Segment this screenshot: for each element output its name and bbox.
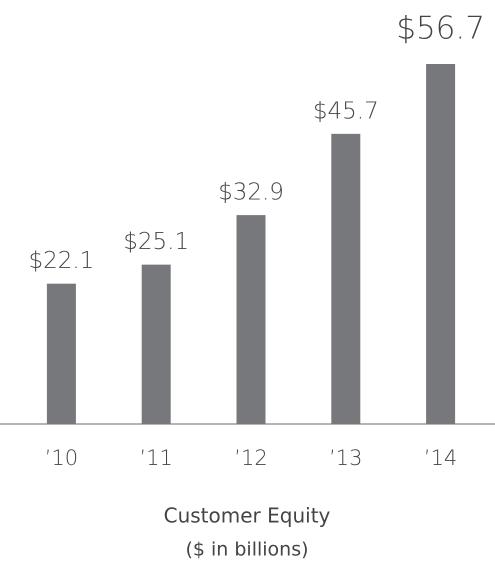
chart-title: Customer Equity	[164, 504, 331, 528]
x-tick-label: ’11	[139, 446, 172, 470]
bar	[331, 133, 361, 425]
bar	[426, 64, 456, 424]
chart-subtitle: ($ in billions)	[185, 539, 308, 561]
value-label: $45.7	[313, 98, 379, 124]
x-tick-label: ’10	[45, 446, 78, 470]
bar	[46, 283, 76, 424]
bar	[141, 264, 171, 424]
bar	[236, 215, 266, 424]
value-label: $56.7	[396, 11, 485, 47]
value-label: $25.1	[123, 229, 189, 255]
x-tick-label: ’12	[234, 446, 267, 470]
value-label: $22.1	[28, 248, 94, 274]
x-tick-label: ’14	[424, 446, 457, 470]
value-label: $32.9	[218, 180, 284, 206]
x-tick-label: ’13	[329, 446, 362, 470]
